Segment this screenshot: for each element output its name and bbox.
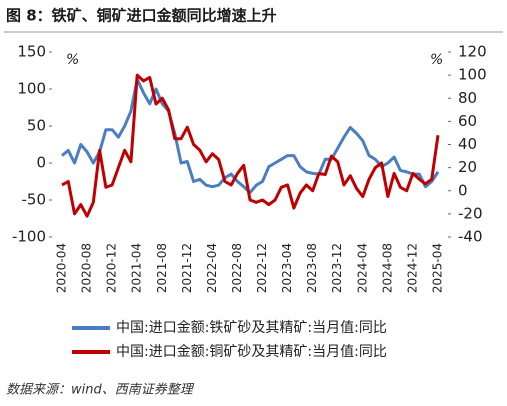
y2-tick-label: 120	[458, 43, 487, 61]
x-tick-label: 2022-04	[205, 243, 219, 293]
y-tick-label: 100	[17, 80, 46, 98]
chart-title: 图 8：铁矿、铜矿进口金额同比增速上升	[6, 7, 277, 25]
y-unit: %	[66, 52, 79, 68]
y-tick-label: -50	[22, 191, 47, 209]
y2-tick-label: 0	[458, 181, 468, 199]
x-tick-label: 2023-12	[330, 243, 344, 293]
y2-tick-label: -40	[458, 228, 483, 246]
y2-tick-label: -20	[458, 204, 483, 222]
x-tick-label: 2024-12	[405, 243, 419, 293]
y2-tick-label: 40	[458, 135, 477, 153]
x-tick-label: 2020-04	[55, 243, 69, 293]
x-tick-label: 2024-04	[355, 243, 369, 293]
y-tick-label: 150	[17, 43, 46, 61]
x-tick-label: 2021-12	[180, 243, 194, 293]
y2-tick-label: 100	[458, 66, 487, 84]
source-note: 数据来源：wind、西南证券整理	[6, 383, 195, 398]
x-tick-label: 2022-08	[230, 243, 244, 293]
x-tick-label: 2022-12	[255, 243, 269, 293]
y-tick-label: -100	[12, 228, 46, 246]
x-tick-label: 2023-04	[280, 243, 294, 293]
y2-tick-label: 60	[458, 112, 477, 130]
legend-label: 中国:进口金额:铜矿砂及其精矿:当月值:同比	[116, 344, 387, 360]
series-line	[61, 77, 440, 195]
legend-label: 中国:进口金额:铁矿砂及其精矿:当月值:同比	[116, 320, 387, 336]
y2-tick-label: 80	[458, 89, 477, 107]
series-line	[61, 73, 440, 218]
y2-tick-label: 20	[458, 158, 477, 176]
y2-unit: %	[430, 52, 443, 68]
y-tick-label: 50	[27, 117, 46, 135]
x-tick-label: 2021-08	[155, 243, 169, 293]
x-tick-label: 2025-04	[431, 243, 445, 293]
x-tick-label: 2020-08	[80, 243, 94, 293]
x-tick-label: 2021-04	[130, 243, 144, 293]
x-tick-label: 2020-12	[105, 243, 119, 293]
x-tick-label: 2023-08	[305, 243, 319, 293]
x-tick-label: 2024-08	[380, 243, 394, 293]
y-tick-label: 0	[36, 154, 46, 172]
